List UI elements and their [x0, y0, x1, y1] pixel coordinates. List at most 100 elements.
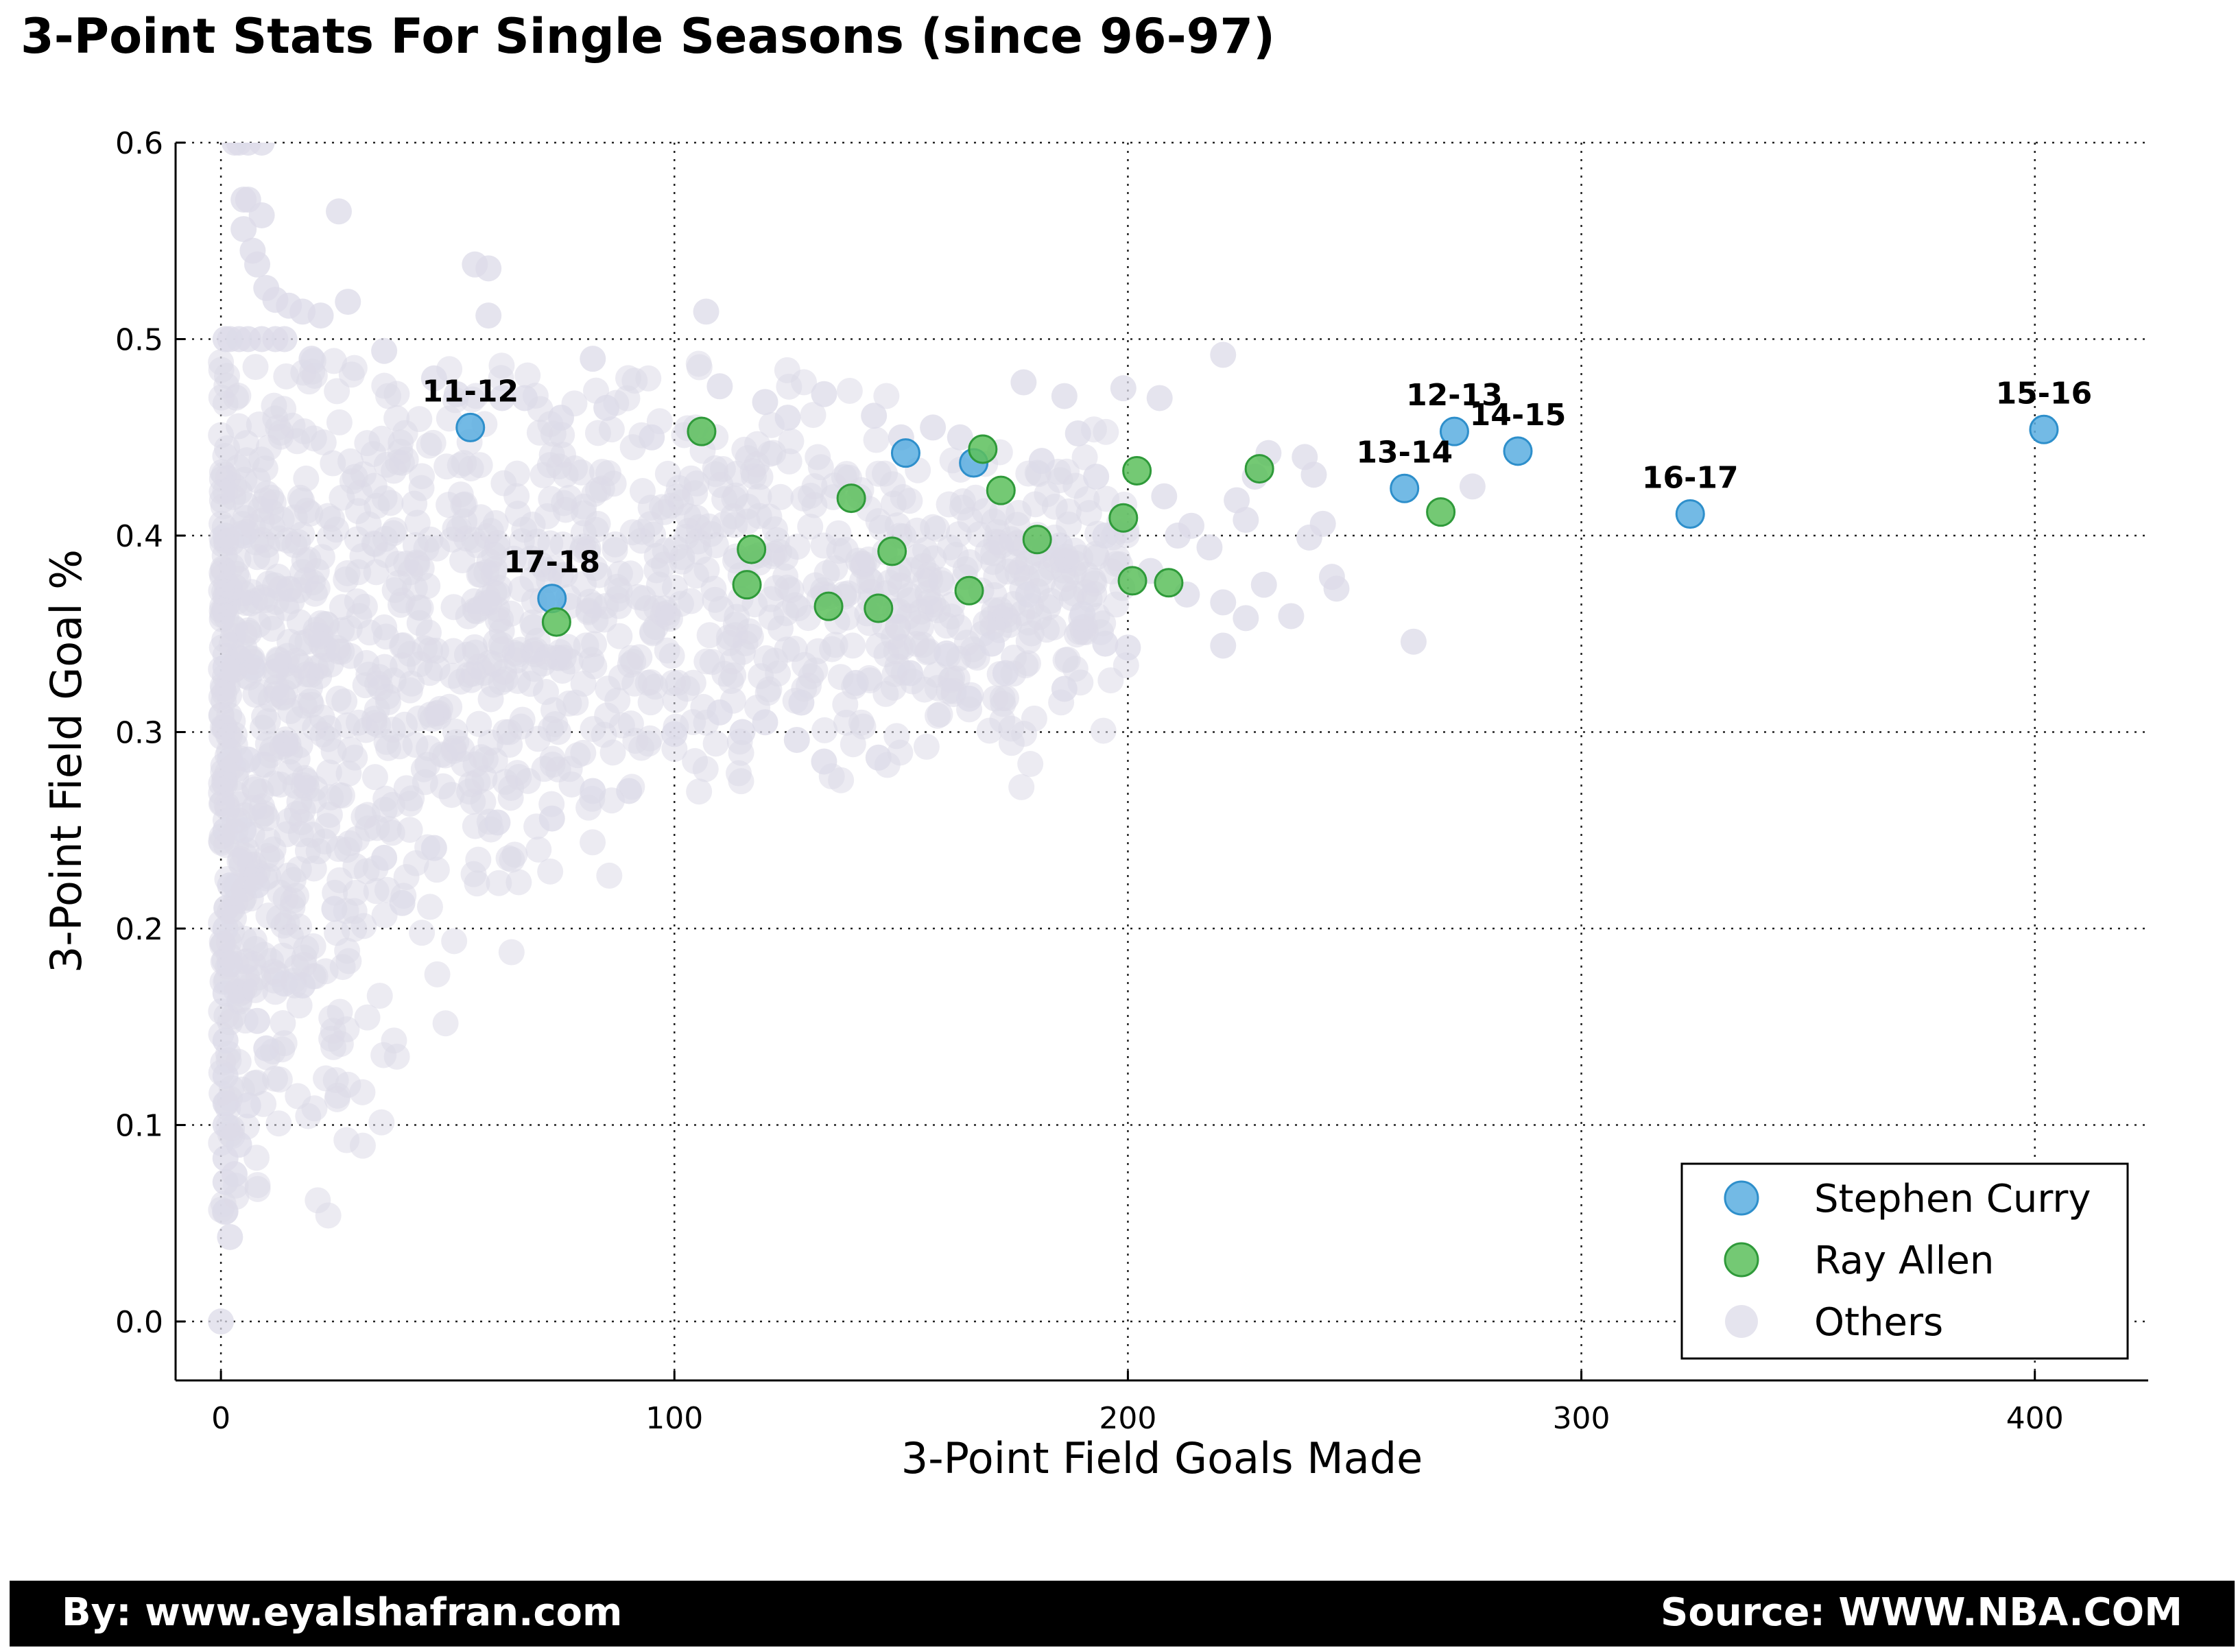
background-point: [291, 944, 318, 971]
background-point: [396, 677, 423, 704]
background-point: [329, 484, 355, 511]
background-point: [326, 409, 353, 435]
background-point: [297, 674, 324, 701]
background-point: [810, 532, 837, 559]
background-point: [327, 1031, 354, 1057]
stephen-curry-point: [1503, 436, 1533, 466]
background-point: [497, 731, 523, 758]
background-point: [797, 513, 824, 540]
background-point: [287, 821, 314, 848]
others-point: [230, 523, 257, 549]
background-point: [531, 555, 558, 582]
background-point: [1054, 458, 1080, 485]
background-point: [768, 615, 794, 642]
background-point: [211, 597, 237, 624]
others-point: [1210, 632, 1237, 659]
background-point: [506, 869, 532, 896]
others-point: [706, 699, 733, 726]
background-point: [890, 634, 917, 660]
stephen-curry-point: [2029, 414, 2059, 444]
others-point: [897, 660, 924, 686]
others-point: [1047, 532, 1073, 559]
background-point: [226, 848, 253, 874]
footer-bar: By: www.eyalshafran.com Source: WWW.NBA.…: [10, 1581, 2235, 1647]
legend-label: Others: [1814, 1300, 1943, 1345]
background-point: [805, 638, 831, 665]
others-point: [235, 746, 261, 773]
background-point: [1062, 656, 1089, 682]
x-tick-label: 0: [211, 1401, 230, 1436]
background-point: [216, 723, 243, 750]
others-point: [593, 394, 620, 421]
background-point: [602, 537, 628, 564]
others-point: [1300, 462, 1327, 488]
background-point: [242, 354, 269, 381]
others-point: [1459, 473, 1486, 500]
others-point: [235, 1092, 261, 1118]
background-point: [440, 737, 467, 764]
background-point: [475, 584, 501, 611]
background-point: [981, 582, 1008, 608]
background-point: [466, 710, 492, 737]
others-point: [933, 640, 960, 667]
background-point: [465, 846, 492, 873]
background-point: [506, 764, 532, 791]
others-point: [693, 298, 719, 325]
background-point: [811, 717, 838, 743]
background-point: [798, 663, 824, 690]
background-point: [490, 470, 517, 496]
background-point: [983, 563, 1010, 590]
footer-author: By: www.eyalshafran.com: [62, 1590, 623, 1635]
background-point: [208, 702, 235, 729]
background-point: [896, 488, 923, 514]
background-point: [873, 383, 900, 409]
background-point: [584, 420, 611, 446]
background-point: [702, 730, 729, 757]
background-point: [429, 773, 456, 800]
legend-marker: [1724, 1180, 1759, 1216]
others-point: [253, 1035, 280, 1062]
background-point: [568, 459, 595, 486]
background-point: [280, 887, 307, 914]
background-point: [436, 492, 462, 518]
others-point: [1210, 589, 1237, 616]
background-point: [402, 732, 429, 758]
background-point: [884, 512, 911, 539]
background-point: [212, 442, 239, 469]
background-point: [302, 715, 329, 741]
others-point: [538, 805, 565, 832]
background-point: [349, 1132, 376, 1159]
background-point: [423, 857, 450, 883]
background-point: [686, 354, 713, 381]
background-point: [285, 913, 312, 940]
background-point: [914, 580, 941, 607]
background-point: [556, 690, 582, 717]
background-point: [259, 846, 285, 872]
others-point: [335, 289, 361, 315]
background-point: [413, 535, 440, 562]
others-point: [212, 1198, 239, 1225]
background-point: [1015, 609, 1042, 636]
others-point: [212, 817, 239, 843]
background-point: [279, 412, 306, 439]
background-point: [416, 894, 443, 920]
background-point: [314, 503, 341, 529]
others-point: [389, 889, 416, 916]
background-point: [462, 751, 489, 778]
others-point: [212, 1062, 239, 1089]
background-point: [293, 465, 320, 492]
background-point: [728, 739, 754, 766]
others-point: [217, 872, 243, 898]
background-point: [335, 1071, 361, 1098]
background-point: [305, 838, 332, 865]
x-tick-label: 100: [645, 1401, 703, 1436]
background-point: [622, 728, 649, 754]
background-point: [408, 555, 435, 582]
background-point: [441, 928, 468, 955]
background-point: [262, 1066, 289, 1092]
others-point: [307, 302, 334, 329]
background-point: [409, 463, 436, 490]
others-point: [475, 255, 502, 282]
background-point: [310, 429, 337, 456]
